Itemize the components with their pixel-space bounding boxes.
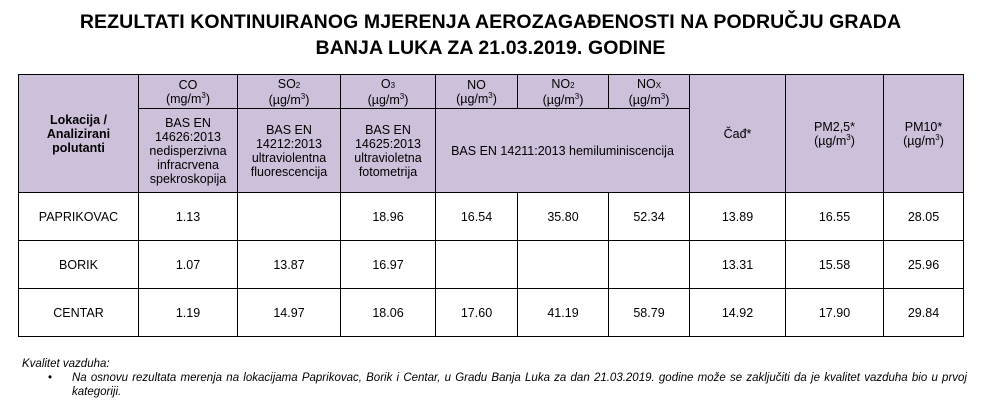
no-value [435,240,518,289]
co-value: 1.19 [138,288,238,337]
cad-value: 13.89 [689,192,786,241]
no2-name: NO2 [551,76,575,91]
o3-value: 18.96 [340,192,436,241]
no-value: 17.60 [435,288,518,337]
table-row: BORIK 1.07 13.87 16.97 13.31 15.58 25.96 [18,240,964,289]
page-title: REZULTATI KONTINUIRANOG MJERENJA AEROZAG… [0,9,981,61]
note-text: Na osnovu rezultata merenja na lokacijam… [72,372,967,398]
so2-unit: (µg/m3) [268,91,310,107]
nox-value: 58.79 [608,288,690,337]
cad-value: 14.92 [689,288,786,337]
so2-method: BAS EN 14212:2013 ultraviolentna fluores… [237,108,341,193]
no2-unit: (µg/m3) [542,91,584,107]
no-header: NO (µg/m3) [435,74,518,109]
nitrogen-oxides-method: BAS EN 14211:2013 hemiluminiscencija [435,108,690,193]
co-value: 1.13 [138,192,238,241]
nox-unit: (µg/m3) [628,91,670,107]
air-quality-notes: Kvalitet vazduha: • Na osnovu rezultata … [22,357,967,399]
co-method: BAS EN 14626:2013 nedisperzivna infracrv… [138,108,238,193]
pm10-value: 28.05 [883,192,964,241]
header-row-methods: BAS EN 14626:2013 nedisperzivna infracrv… [19,108,964,193]
nox-value [608,240,690,289]
no2-value: 41.19 [517,288,609,337]
pm10-value: 29.84 [883,288,964,337]
o3-name: O3 [380,76,396,91]
air-quality-table: Lokacija / Analizirani polutanti CO (mg/… [18,74,964,337]
pm25-header: PM2,5* (µg/m3) [785,74,884,193]
no-value: 16.54 [435,192,518,241]
so2-value [237,192,341,241]
pm10-value: 25.96 [883,240,964,289]
table-row: CENTAR 1.19 14.97 18.06 17.60 41.19 58.7… [18,288,964,337]
no2-value [517,240,609,289]
no-unit: (µg/m3) [456,90,497,106]
o3-header: O3 (µg/m3) [340,74,436,109]
title-line-1: REZULTATI KONTINUIRANOG MJERENJA AEROZAG… [79,11,902,33]
o3-value: 16.97 [340,240,436,289]
location-cell: PAPRIKOVAC [18,192,139,241]
so2-header: SO2 (µg/m3) [237,74,341,109]
pm25-name: PM2,5* [814,119,855,134]
so2-value: 14.97 [237,288,341,337]
location-header: Lokacija / Analizirani polutanti [18,74,139,193]
pm25-unit: (µg/m3) [814,132,855,148]
location-cell: CENTAR [18,288,139,337]
location-cell: BORIK [18,240,139,289]
nox-header: NOX (µg/m3) [608,74,690,109]
cad-header: Čađ* [689,74,786,193]
note-list-item: • Na osnovu rezultata merenja na lokacij… [22,371,967,399]
bullet-icon: • [48,372,53,384]
so2-name: SO2 [277,76,301,91]
header-row-pollutants: Lokacija / Analizirani polutanti CO (mg/… [18,74,964,193]
cad-value: 13.31 [689,240,786,289]
notes-heading: Kvalitet vazduha: [22,358,110,370]
so2-value: 13.87 [237,240,341,289]
pm25-value: 17.90 [785,288,884,337]
co-header: CO (mg/m3) [138,74,238,109]
o3-method: BAS EN 14625:2013 ultravioletna fotometr… [340,108,436,193]
title-line-2: BANJA LUKA ZA 21.03.2019. GODINE [315,37,666,59]
co-unit: (mg/m3) [165,90,211,106]
no-name: NO [467,77,486,92]
co-value: 1.07 [138,240,238,289]
pm25-value: 16.55 [785,192,884,241]
table-row: PAPRIKOVAC 1.13 18.96 16.54 35.80 52.34 … [18,192,964,241]
pm10-name: PM10* [904,119,943,134]
co-name: CO [178,77,198,92]
no2-header: NO2 (µg/m3) [517,74,609,109]
pm10-header: PM10* (µg/m3) [883,74,964,193]
o3-value: 18.06 [340,288,436,337]
no2-value: 35.80 [517,192,609,241]
nox-value: 52.34 [608,192,690,241]
pm10-unit: (µg/m3) [903,132,944,148]
o3-unit: (µg/m3) [367,91,409,107]
nox-name: NOX [636,76,662,91]
pm25-value: 15.58 [785,240,884,289]
